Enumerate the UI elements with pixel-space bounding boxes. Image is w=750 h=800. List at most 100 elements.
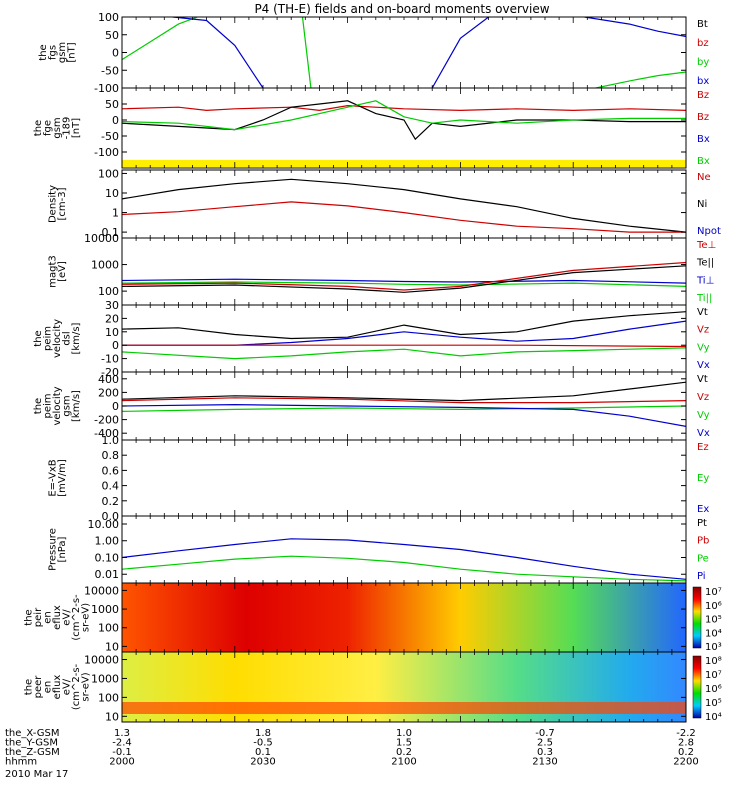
xaxis-row-label: the_X-GSM (5, 728, 59, 739)
xaxis-value: 2130 (532, 757, 557, 768)
y-axis-label: the (38, 44, 49, 60)
y-axis-label: Density (47, 185, 58, 223)
y-tick-label: 100 (98, 11, 119, 24)
y-tick-label: 100 (98, 691, 119, 704)
series-line (122, 320, 686, 346)
y-axis-label: (cm^2-s- (71, 594, 82, 641)
xaxis-value: 2.8 (678, 738, 694, 749)
xaxis-value: 2.5 (537, 738, 553, 749)
y-tick-label: 30 (105, 299, 119, 312)
date-label: 2010 Mar 17 (5, 769, 68, 780)
y-tick-label: 400 (98, 373, 119, 386)
series-line (301, 17, 312, 88)
series-line (122, 17, 199, 61)
xaxis-value: 1.0 (396, 728, 412, 739)
y-axis-label: sr-eV) (81, 672, 92, 701)
y-tick-label: 20 (105, 312, 119, 325)
y-axis-label: peim (43, 326, 54, 351)
low-energy-band (122, 702, 686, 714)
colorbar-label: 10⁶ (705, 601, 722, 612)
panel-10: 10⁸ 10⁷ 10⁶ 10⁵ 10⁴ 10000 1000 100 10 thepeerenef… (24, 651, 722, 723)
colorbar-label: 10⁴ (705, 712, 722, 723)
xaxis-value: 0.2 (396, 747, 412, 758)
y-tick-label: 0.6 (102, 464, 120, 477)
xaxis-value: -0.7 (535, 728, 555, 739)
legend-entry: Bx (697, 156, 710, 167)
y-tick-label: 0.8 (102, 449, 120, 462)
plot-title: P4 (TH-E) fields and on-board moments ov… (254, 2, 549, 16)
y-axis-label: gsm (57, 42, 68, 63)
y-axis-label: eV/ (62, 609, 73, 626)
y-tick-label: 10.00 (88, 518, 120, 531)
colorbar-label: 10⁸ (705, 656, 722, 667)
legend-entry: Bz (697, 90, 709, 101)
series-line (122, 265, 686, 293)
y-axis-label: Pressure (47, 528, 58, 571)
y-tick-label: 0 (112, 400, 119, 413)
panel-frame (121, 515, 687, 584)
y-axis-label: the (33, 330, 44, 346)
legend-entry: Pi (697, 571, 706, 582)
legend-entry: Bx (697, 134, 710, 145)
series-line (122, 405, 686, 412)
xaxis-value: 2200 (673, 757, 698, 768)
y-tick-label: 10 (105, 326, 119, 339)
y-tick-label: 0.2 (102, 495, 120, 508)
y-axis-label: en (43, 681, 54, 694)
legend-entry: bz (697, 38, 709, 49)
y-axis-label: sr-eV) (81, 603, 92, 632)
series-line (595, 71, 686, 88)
y-axis-label: velocity (52, 319, 63, 358)
series-line (122, 403, 686, 427)
panel-7: Ez Ey Ex 1.0 0.8 0.6 0.4 0.2 0.0 E=-VxB[mV/m] (47, 434, 709, 523)
xaxis-value: -0.1 (112, 747, 132, 758)
xaxis-value: 2100 (391, 757, 416, 768)
y-axis-label: (cm^2-s- (71, 663, 82, 710)
y-tick-label: 0 (112, 47, 119, 60)
series-line (122, 381, 686, 402)
series-line (122, 178, 686, 233)
legend-entry: Pb (697, 536, 709, 547)
series-line (122, 555, 686, 582)
xaxis-value: 0.1 (255, 747, 271, 758)
series-line (122, 104, 686, 112)
y-tick-label: -50 (101, 130, 119, 143)
y-axis-label: peir (33, 607, 44, 627)
colorbar-label: 10⁷ (705, 670, 722, 681)
spectrogram-9 (122, 583, 686, 652)
y-axis-label: gsm (52, 117, 63, 138)
y-axis-label: [cm-3] (57, 187, 68, 220)
y-axis-label: gsm (62, 395, 73, 416)
y-axis-label: the (33, 120, 44, 136)
y-axis-label: the (24, 679, 35, 695)
series-line (122, 278, 686, 284)
xaxis-row-label: hhmm (5, 757, 37, 768)
xaxis-value: -2.4 (112, 738, 132, 749)
panel-9: 10⁷ 10⁶ 10⁵ 10⁴ 10³ 10000 1000 100 10 thepeirenef… (24, 582, 722, 653)
series-line (122, 347, 686, 360)
y-tick-label: 1.0 (102, 434, 120, 447)
colorbar-label: 10⁴ (705, 628, 722, 639)
legend-entry: bx (697, 76, 709, 87)
y-tick-label: 10 (105, 640, 119, 653)
y-tick-label: 0 (112, 114, 119, 127)
y-axis-label: [eV] (57, 261, 68, 282)
xaxis-value: 0.2 (678, 747, 694, 758)
series-line (122, 397, 686, 404)
y-tick-label: 10000 (84, 654, 119, 667)
legend-entry: Bt (697, 19, 708, 30)
y-axis-label: fgs (47, 45, 58, 60)
series-line (122, 344, 686, 348)
y-axis-label: [km/s] (71, 390, 82, 422)
xaxis-value: 2030 (250, 757, 275, 768)
xaxis-value: 1.3 (114, 728, 130, 739)
y-tick-label: 200 (98, 386, 119, 399)
xaxis-value: 1.8 (255, 728, 271, 739)
series-line (122, 538, 686, 580)
series-line (172, 17, 264, 88)
data-quality-bar (122, 160, 686, 167)
panel-frame (121, 304, 687, 373)
series-line (584, 17, 686, 38)
